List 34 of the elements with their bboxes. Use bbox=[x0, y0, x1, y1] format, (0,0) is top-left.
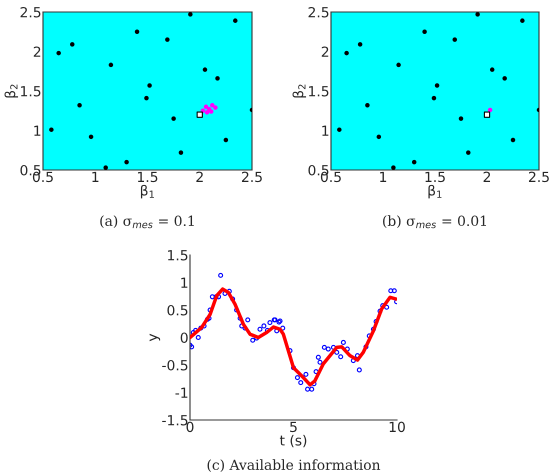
x-tick-label: 2.5 bbox=[242, 172, 262, 182]
y-tick-label: -0.5 bbox=[162, 360, 188, 370]
y-tick-label: 0.5 bbox=[167, 304, 188, 316]
x-axis-title: t (s) bbox=[280, 434, 306, 448]
y-tick-label: 2.5 bbox=[20, 6, 40, 18]
x-axis-title: β$_{1}$ bbox=[140, 184, 154, 198]
x-tick-label: 2.5 bbox=[528, 172, 549, 182]
y-tick-label: -1.5 bbox=[162, 415, 188, 426]
y-axis-title: y bbox=[150, 334, 160, 342]
y-tick-label: -1 bbox=[175, 388, 188, 398]
y-tick-label: 1 bbox=[34, 126, 40, 136]
y-tick-label: 2 bbox=[322, 46, 328, 57]
x-tick-label: 5 bbox=[290, 422, 297, 432]
y-tick-label: 2 bbox=[34, 46, 40, 57]
text: (c) Available information bbox=[208, 459, 380, 472]
y-tick-label: 1 bbox=[181, 278, 188, 288]
text: (b) σ$_{mes}$ = 0.01 bbox=[383, 215, 486, 228]
text: (a) σ$_{mes}$ = 0.1 bbox=[100, 215, 194, 228]
y-tick-label: 2.5 bbox=[308, 6, 328, 18]
y-tick-label: 1.5 bbox=[21, 86, 40, 96]
y-tick-label: 1.5 bbox=[309, 86, 328, 96]
y-axis-title: β$_{2}$ bbox=[292, 84, 306, 98]
x-tick-label: 1.5 bbox=[138, 172, 158, 182]
y-tick-label: 1 bbox=[322, 126, 328, 136]
x-tick-label: 1 bbox=[380, 172, 386, 182]
x-tick-label: 10 bbox=[390, 422, 405, 432]
x-tick-label: 1.5 bbox=[425, 172, 445, 182]
y-tick-label: 1.5 bbox=[168, 250, 188, 260]
y-tick-label: 0 bbox=[180, 332, 188, 343]
x-axis-title: β$_{1}$ bbox=[428, 184, 442, 198]
x-tick-label: 1 bbox=[92, 172, 98, 182]
y-axis-title: β$_{2}$ bbox=[4, 84, 18, 98]
x-tick-label: 2 bbox=[484, 172, 490, 182]
x-tick-label: 2 bbox=[196, 172, 203, 182]
